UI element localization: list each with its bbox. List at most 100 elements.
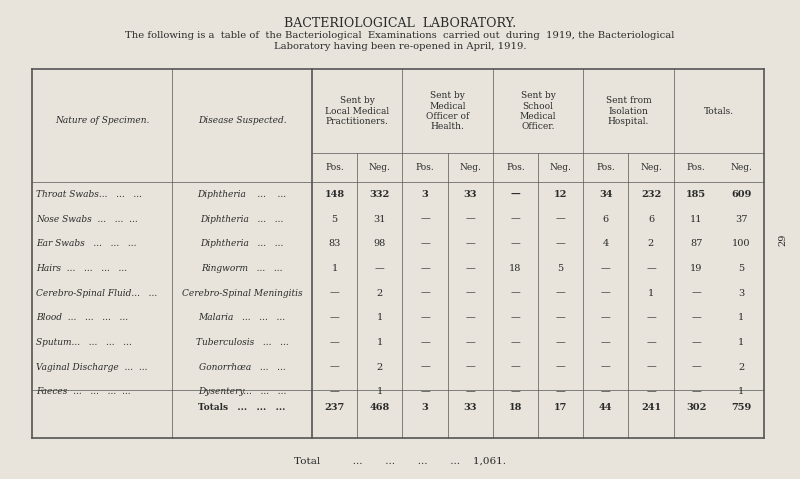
Text: 1: 1 [738, 313, 745, 322]
Text: 148: 148 [325, 190, 345, 199]
Text: Neg.: Neg. [369, 163, 390, 172]
Text: —: — [330, 313, 339, 322]
Text: Sent by
Local Medical
Practitioners.: Sent by Local Medical Practitioners. [325, 96, 390, 126]
Text: —: — [510, 313, 520, 322]
Text: —: — [466, 338, 475, 347]
Text: Disease Suspected.: Disease Suspected. [198, 116, 286, 125]
Text: 2: 2 [377, 363, 383, 372]
Text: 609: 609 [731, 190, 751, 199]
Text: 185: 185 [686, 190, 706, 199]
Text: —: — [556, 338, 566, 347]
Text: Diphtheria    ...    ...: Diphtheria ... ... [198, 190, 286, 199]
Text: Ear Swabs   ...   ...   ...: Ear Swabs ... ... ... [36, 239, 137, 248]
Text: 1: 1 [331, 264, 338, 273]
Text: 12: 12 [554, 190, 567, 199]
Text: —: — [420, 288, 430, 297]
Text: —: — [420, 363, 430, 372]
Text: 11: 11 [690, 215, 702, 224]
Text: —: — [601, 288, 610, 297]
Text: 83: 83 [329, 239, 341, 248]
Text: 237: 237 [325, 403, 345, 412]
Text: 1: 1 [377, 387, 383, 396]
Text: —: — [510, 215, 520, 224]
Text: —: — [330, 387, 339, 396]
Text: 1: 1 [377, 338, 383, 347]
Text: —: — [601, 363, 610, 372]
Text: Diphtheria   ...   ...: Diphtheria ... ... [200, 239, 284, 248]
Text: Cerebro-Spinal Fluid...   ...: Cerebro-Spinal Fluid... ... [36, 288, 158, 297]
Text: Total          ...       ...       ...       ...    1,061.: Total ... ... ... ... 1,061. [294, 456, 506, 465]
Text: 5: 5 [558, 264, 564, 273]
Text: Pos.: Pos. [597, 163, 615, 172]
Text: 31: 31 [374, 215, 386, 224]
Text: Malaria   ...   ...   ...: Malaria ... ... ... [198, 313, 286, 322]
Text: Sent from
Isolation
Hospital.: Sent from Isolation Hospital. [606, 96, 651, 126]
Text: —: — [420, 215, 430, 224]
Text: 241: 241 [641, 403, 661, 412]
Text: —: — [330, 363, 339, 372]
Text: Pos.: Pos. [326, 163, 344, 172]
Text: 3: 3 [738, 288, 745, 297]
Text: Sputum...   ...   ...   ...: Sputum... ... ... ... [36, 338, 132, 347]
Text: 2: 2 [738, 363, 745, 372]
Text: 87: 87 [690, 239, 702, 248]
Text: —: — [510, 190, 520, 199]
Text: 6: 6 [602, 215, 609, 224]
Text: —: — [466, 363, 475, 372]
Text: —: — [420, 264, 430, 273]
Text: 100: 100 [732, 239, 750, 248]
Text: 1: 1 [648, 288, 654, 297]
Text: 19: 19 [690, 264, 702, 273]
Text: —: — [601, 338, 610, 347]
Text: 1: 1 [738, 387, 745, 396]
Text: Faeces  ...   ...   ...  ...: Faeces ... ... ... ... [36, 387, 130, 396]
Text: Neg.: Neg. [459, 163, 481, 172]
Text: Cerebro-Spinal Meningitis: Cerebro-Spinal Meningitis [182, 288, 302, 297]
Text: 18: 18 [509, 403, 522, 412]
Text: 2: 2 [377, 288, 383, 297]
Text: —: — [556, 239, 566, 248]
Text: 2: 2 [648, 239, 654, 248]
Text: Neg.: Neg. [550, 163, 571, 172]
Text: —: — [510, 363, 520, 372]
Text: Throat Swabs...   ...   ...: Throat Swabs... ... ... [36, 190, 142, 199]
Text: —: — [466, 387, 475, 396]
Text: 3: 3 [422, 403, 428, 412]
Text: Tuberculosis   ...   ...: Tuberculosis ... ... [196, 338, 288, 347]
Text: —: — [420, 313, 430, 322]
Text: 33: 33 [463, 190, 477, 199]
Text: 33: 33 [463, 403, 477, 412]
Text: Nose Swabs  ...   ...  ...: Nose Swabs ... ... ... [36, 215, 138, 224]
Text: Diphtheria   ...   ...: Diphtheria ... ... [200, 215, 284, 224]
Text: —: — [646, 387, 656, 396]
Text: 3: 3 [422, 190, 428, 199]
Text: —: — [646, 313, 656, 322]
Text: —: — [691, 313, 701, 322]
Text: —: — [330, 288, 339, 297]
Text: —: — [646, 338, 656, 347]
Text: Pos.: Pos. [506, 163, 525, 172]
Text: Neg.: Neg. [730, 163, 752, 172]
Text: 18: 18 [510, 264, 522, 273]
Text: 468: 468 [370, 403, 390, 412]
Text: Hairs  ...   ...   ...   ...: Hairs ... ... ... ... [36, 264, 127, 273]
Text: Totals.: Totals. [704, 107, 734, 116]
Text: —: — [466, 313, 475, 322]
Text: 98: 98 [374, 239, 386, 248]
Text: —: — [601, 387, 610, 396]
Text: Blood  ...   ...   ...   ...: Blood ... ... ... ... [36, 313, 128, 322]
Text: —: — [375, 264, 385, 273]
Text: 4: 4 [602, 239, 609, 248]
Text: —: — [691, 288, 701, 297]
Text: 302: 302 [686, 403, 706, 412]
Text: 1: 1 [377, 313, 383, 322]
Text: 332: 332 [370, 190, 390, 199]
Text: —: — [691, 338, 701, 347]
Text: —: — [691, 363, 701, 372]
Text: —: — [466, 239, 475, 248]
Text: 232: 232 [641, 190, 661, 199]
Text: The following is a  table of  the Bacteriological  Examinations  carried out  du: The following is a table of the Bacterio… [126, 31, 674, 51]
Text: —: — [556, 313, 566, 322]
Text: —: — [420, 239, 430, 248]
Text: Pos.: Pos. [416, 163, 434, 172]
